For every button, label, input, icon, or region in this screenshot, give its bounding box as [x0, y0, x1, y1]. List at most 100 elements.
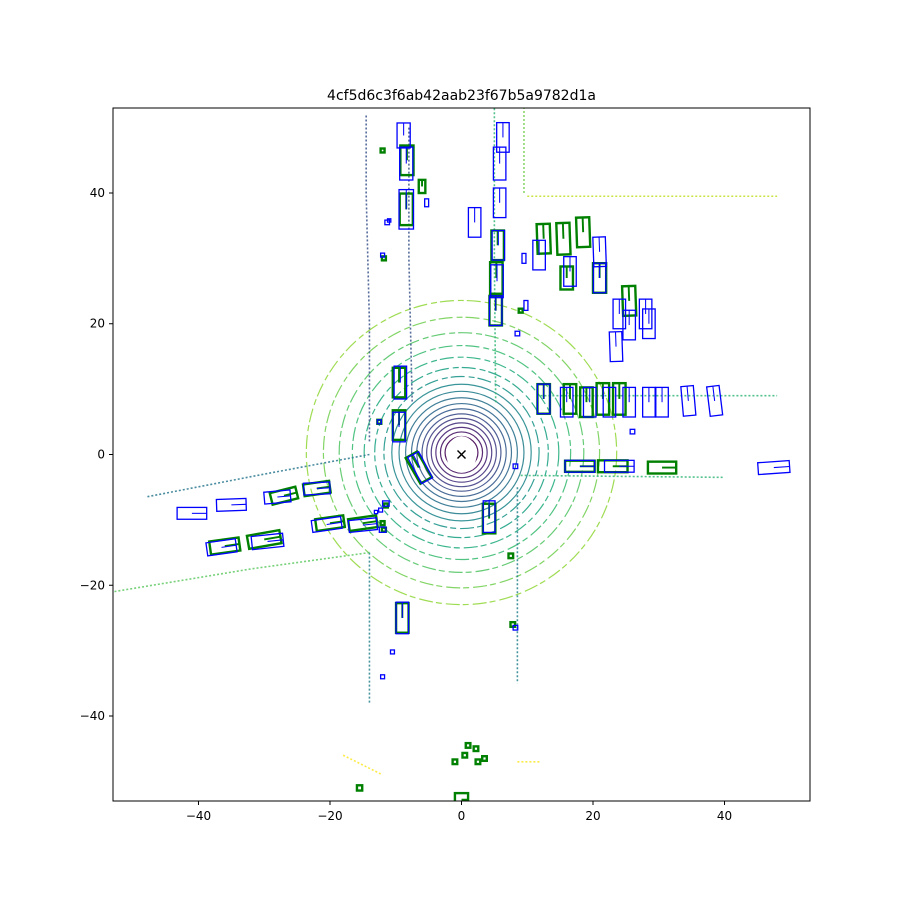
- prediction-box: [642, 386, 656, 418]
- lidar-points-layer: [113, 108, 778, 776]
- lidar-ring: [439, 431, 484, 474]
- prediction-box: [514, 330, 521, 337]
- lidar-ring: [435, 426, 488, 479]
- prediction-box: [488, 295, 503, 327]
- prediction-box: [263, 489, 292, 505]
- prediction-box: [491, 229, 506, 261]
- prediction-box: [622, 309, 637, 341]
- lidar-ring: [398, 390, 525, 515]
- prediction-box: [521, 252, 527, 264]
- prediction-box: [250, 532, 285, 551]
- ground-truth-box: [451, 758, 459, 766]
- prediction-box: [490, 264, 504, 299]
- lidar-ring: [322, 316, 601, 589]
- prediction-box: [373, 509, 379, 515]
- ground-truth-box: [245, 528, 283, 551]
- lidar-line-street-west-bottom: [113, 551, 370, 593]
- ground-truth-box: [488, 261, 504, 295]
- ground-truth-box: [382, 502, 390, 509]
- ground-truth-box: [472, 745, 480, 753]
- prediction-box: [492, 146, 507, 181]
- prediction-box: [379, 674, 386, 680]
- ground-truth-box: [399, 144, 415, 177]
- y-axis: −40 −20 0 20 40: [80, 186, 113, 723]
- prediction-box: [638, 298, 653, 330]
- lidar-line-street-right-edge-north: [408, 127, 413, 403]
- prediction-box: [492, 187, 507, 219]
- prediction-box: [564, 459, 596, 473]
- ground-truth-box: [555, 221, 572, 256]
- ground-truth-box: [355, 784, 364, 792]
- x-axis: −40 −20 0 20 40: [186, 801, 732, 823]
- prediction-box: [523, 299, 529, 312]
- prediction-box: [347, 517, 379, 534]
- prediction-boxes-layer: [176, 121, 791, 680]
- prediction-box: [680, 384, 697, 417]
- ground-truth-box: [562, 382, 578, 415]
- prediction-box: [536, 383, 551, 415]
- prediction-box: [205, 538, 238, 557]
- prediction-box: [642, 308, 656, 340]
- y-tick-label: 20: [90, 317, 105, 331]
- prediction-box: [563, 255, 577, 287]
- y-tick-label: 40: [90, 186, 105, 200]
- prediction-box: [582, 386, 597, 418]
- prediction-box: [655, 386, 669, 418]
- ego-marker-layer: [457, 450, 466, 459]
- ground-truth-box: [535, 222, 553, 256]
- prediction-box: [399, 146, 414, 181]
- prediction-box: [756, 459, 791, 476]
- prediction-box: [629, 428, 636, 435]
- ground-truth-box: [417, 178, 427, 195]
- ground-truth-box: [380, 255, 388, 262]
- prediction-box: [381, 500, 390, 507]
- prediction-box: [386, 218, 392, 223]
- prediction-box: [377, 507, 384, 513]
- ground-truth-box: [574, 215, 592, 249]
- x-tick-label: 0: [458, 809, 466, 823]
- lidar-ring: [410, 402, 513, 503]
- prediction-box: [592, 262, 607, 294]
- prediction-box: [406, 450, 434, 485]
- prediction-box: [176, 506, 208, 520]
- x-tick-label: −20: [317, 809, 342, 823]
- prediction-box: [302, 481, 331, 496]
- lidar-ring: [426, 417, 497, 488]
- prediction-box: [705, 384, 724, 418]
- prediction-box: [603, 459, 635, 473]
- prediction-box: [608, 330, 624, 363]
- prediction-box: [559, 386, 574, 418]
- ground-truth-box: [559, 265, 575, 291]
- prediction-box: [395, 601, 410, 635]
- prediction-box: [424, 198, 430, 208]
- ground-truth-box: [207, 536, 242, 556]
- ego-x-marker: [457, 450, 466, 459]
- prediction-box: [379, 252, 386, 258]
- ground-truth-box: [646, 460, 678, 475]
- prediction-box: [392, 411, 406, 443]
- lidar-line-street-west-top: [145, 453, 370, 498]
- lidar-ring: [305, 299, 618, 606]
- prediction-box: [389, 649, 396, 655]
- prediction-box: [612, 298, 627, 330]
- lidar-ring: [391, 383, 532, 522]
- x-tick-label: −40: [186, 809, 211, 823]
- prediction-box: [512, 463, 519, 470]
- ground-truth-box: [464, 741, 472, 749]
- prediction-box: [310, 515, 343, 534]
- prediction-box: [496, 121, 510, 153]
- ground-truth-box: [391, 366, 407, 399]
- lidar-ring: [430, 422, 493, 483]
- x-tick-label: 20: [585, 809, 600, 823]
- lidar-line-far-south: [342, 754, 383, 776]
- lidar-ring: [363, 356, 560, 549]
- ground-truth-box: [517, 307, 524, 314]
- chart-title: 4cf5d6c3f6ab42aab23f67b5a9782d1a: [327, 88, 596, 104]
- prediction-box: [602, 386, 617, 418]
- prediction-box: [376, 419, 382, 425]
- ground-truth-box: [578, 386, 594, 419]
- lidar-ring: [351, 344, 572, 561]
- ground-truth-box: [453, 791, 470, 801]
- prediction-box: [622, 386, 637, 418]
